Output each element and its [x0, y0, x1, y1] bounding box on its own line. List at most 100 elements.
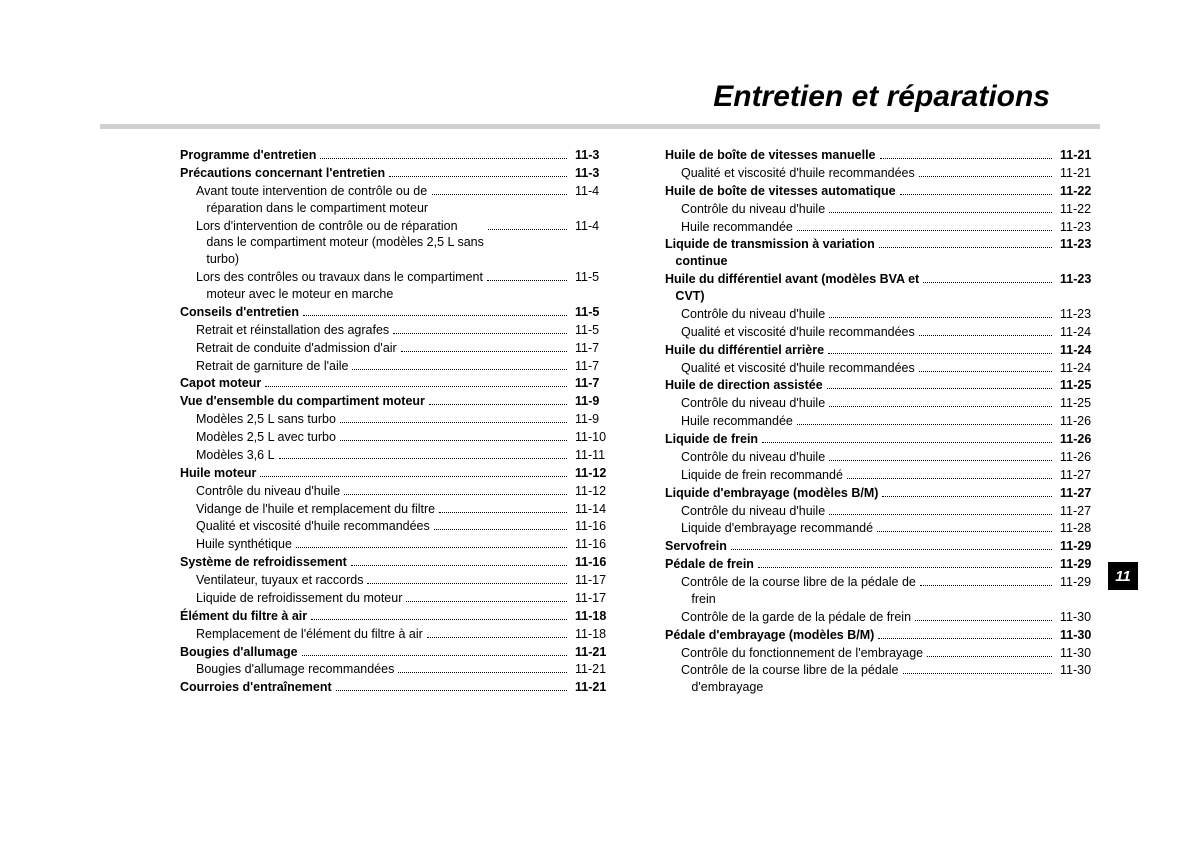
toc-entry: Liquide de frein11-26	[665, 431, 1100, 448]
toc-page: 11-27	[1056, 503, 1100, 520]
toc-entry: Liquide de frein recommandé11-27	[665, 467, 1100, 484]
toc-page: 11-21	[1056, 147, 1100, 164]
toc-leader-dots	[827, 388, 1052, 389]
toc-entry: Programme d'entretien11-3	[180, 147, 615, 164]
toc-leader-dots	[265, 386, 567, 387]
chapter-title: Entretien et réparations	[100, 80, 1100, 114]
toc-entry: Huile du différentiel arrière11-24	[665, 342, 1100, 359]
toc-page: 11-21	[1056, 165, 1100, 182]
toc-label: Liquide de frein recommandé	[665, 467, 843, 484]
toc-leader-dots	[828, 353, 1052, 354]
toc-page: 11-17	[571, 590, 615, 607]
toc-label: Retrait et réinstallation des agrafes	[180, 322, 389, 339]
toc-page: 11-26	[1056, 449, 1100, 466]
document-page: Entretien et réparations Programme d'ent…	[0, 0, 1200, 737]
toc-label: Pédale d'embrayage (modèles B/M)	[665, 627, 874, 644]
toc-label: Huile du différentiel arrière	[665, 342, 824, 359]
toc-entry: Contrôle du fonctionnement de l'embrayag…	[665, 645, 1100, 662]
toc-page: 11-29	[1056, 538, 1100, 555]
toc-label: Contrôle de la course libre de la pédale…	[665, 662, 899, 696]
toc-entry: Élément du filtre à air11-18	[180, 608, 615, 625]
toc-entry: Servofrein11-29	[665, 538, 1100, 555]
toc-entry: Avant toute intervention de contrôle ou …	[180, 183, 615, 217]
toc-leader-dots	[880, 158, 1053, 159]
toc-leader-dots	[882, 496, 1052, 497]
toc-leader-dots	[260, 476, 567, 477]
toc-label: Bougies d'allumage recommandées	[180, 661, 394, 678]
toc-page: 11-26	[1056, 413, 1100, 430]
toc-page: 11-21	[571, 661, 615, 678]
toc-entry: Contrôle de la course libre de la pédale…	[665, 574, 1100, 608]
toc-leader-dots	[296, 547, 567, 548]
toc-entry: Huile de boîte de vitesses manuelle11-21	[665, 147, 1100, 164]
toc-leader-dots	[432, 194, 567, 195]
toc-entry: Pédale de frein11-29	[665, 556, 1100, 573]
toc-leader-dots	[919, 176, 1052, 177]
toc-page: 11-21	[571, 679, 615, 696]
toc-entry: Bougies d'allumage11-21	[180, 644, 615, 661]
toc-entry: Retrait et réinstallation des agrafes11-…	[180, 322, 615, 339]
toc-page: 11-30	[1056, 662, 1100, 679]
toc-page: 11-12	[571, 465, 615, 482]
toc-leader-dots	[919, 371, 1052, 372]
toc-entry: Qualité et viscosité d'huile recommandée…	[180, 518, 615, 535]
toc-entry: Contrôle du niveau d'huile11-23	[665, 306, 1100, 323]
toc-leader-dots	[351, 565, 567, 566]
toc-leader-dots	[340, 440, 567, 441]
toc-entry: Retrait de conduite d'admission d'air11-…	[180, 340, 615, 357]
toc-page: 11-29	[1056, 574, 1100, 591]
toc-leader-dots	[367, 583, 567, 584]
toc-label: Huile moteur	[180, 465, 256, 482]
toc-label: Huile du différentiel avant (modèles BVA…	[665, 271, 919, 305]
toc-leader-dots	[393, 333, 567, 334]
toc-page: 11-29	[1056, 556, 1100, 573]
toc-leader-dots	[877, 531, 1052, 532]
toc-leader-dots	[279, 458, 567, 459]
toc-leader-dots	[762, 442, 1052, 443]
toc-leader-dots	[406, 601, 567, 602]
toc-entry: Modèles 3,6 L11-11	[180, 447, 615, 464]
toc-page: 11-23	[1056, 236, 1100, 253]
toc-label: Contrôle de la course libre de la pédale…	[665, 574, 916, 608]
toc-label: Huile recommandée	[665, 413, 793, 430]
toc-page: 11-23	[1056, 306, 1100, 323]
toc-page: 11-14	[571, 501, 615, 518]
toc-entry: Contrôle du niveau d'huile11-25	[665, 395, 1100, 412]
chapter-tab: 11	[1108, 562, 1138, 590]
toc-label: Qualité et viscosité d'huile recommandée…	[665, 165, 915, 182]
toc-entry: Liquide de refroidissement du moteur11-1…	[180, 590, 615, 607]
toc-entry: Précautions concernant l'entretien11-3	[180, 165, 615, 182]
toc-entry: Huile recommandée11-23	[665, 219, 1100, 236]
toc-leader-dots	[847, 478, 1052, 479]
toc-page: 11-12	[571, 483, 615, 500]
toc-page: 11-24	[1056, 360, 1100, 377]
toc-leader-dots	[344, 494, 567, 495]
toc-leader-dots	[797, 424, 1052, 425]
toc-leader-dots	[336, 690, 567, 691]
toc-entry: Huile de boîte de vitesses automatique11…	[665, 183, 1100, 200]
toc-entry: Huile recommandée 11-26	[665, 413, 1100, 430]
toc-label: Vue d'ensemble du compartiment moteur	[180, 393, 425, 410]
toc-entry: Contrôle de la course libre de la pédale…	[665, 662, 1100, 696]
toc-label: Huile synthétique	[180, 536, 292, 553]
toc-leader-dots	[829, 317, 1052, 318]
toc-leader-dots	[923, 282, 1052, 283]
toc-label: Liquide de frein	[665, 431, 758, 448]
toc-label: Contrôle du niveau d'huile	[665, 201, 825, 218]
toc-entry: Lors des contrôles ou travaux dans le co…	[180, 269, 615, 303]
toc-label: Liquide d'embrayage recommandé	[665, 520, 873, 537]
toc-entry: Huile du différentiel avant (modèles BVA…	[665, 271, 1100, 305]
toc-page: 11-27	[1056, 485, 1100, 502]
toc-page: 11-22	[1056, 201, 1100, 218]
toc-entry: Liquide de transmission à variation cont…	[665, 236, 1100, 270]
toc-entry: Retrait de garniture de l'aile11-7	[180, 358, 615, 375]
toc-entry: Qualité et viscosité d'huile recommandée…	[665, 324, 1100, 341]
toc-page: 11-18	[571, 608, 615, 625]
toc-leader-dots	[797, 230, 1052, 231]
toc-entry: Modèles 2,5 L avec turbo11-10	[180, 429, 615, 446]
toc-entry: Qualité et viscosité d'huile recommandée…	[665, 360, 1100, 377]
toc-entry: Vidange de l'huile et remplacement du fi…	[180, 501, 615, 518]
toc-leader-dots	[439, 512, 567, 513]
toc-page: 11-21	[571, 644, 615, 661]
toc-entry: Huile de direction assistée11-25	[665, 377, 1100, 394]
